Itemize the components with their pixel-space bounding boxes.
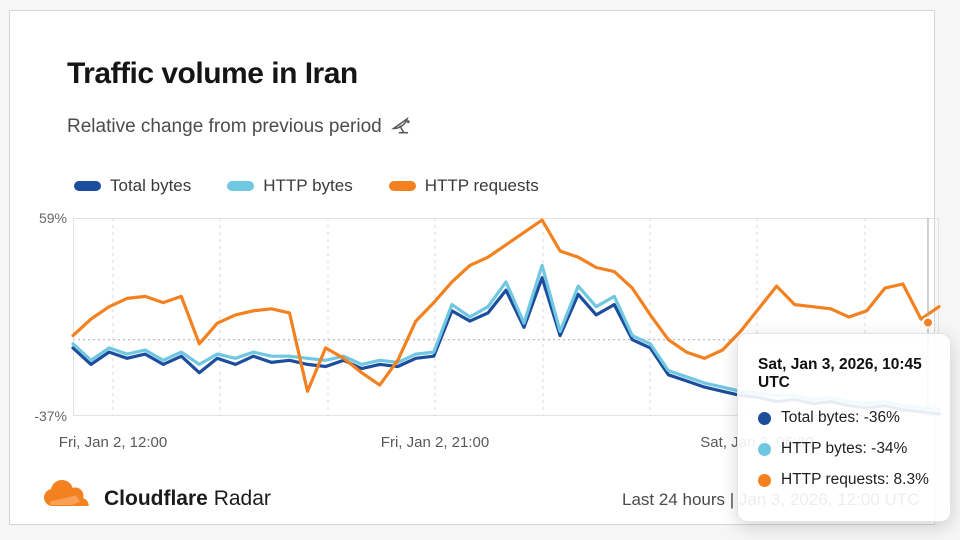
http-requests-dot-icon — [758, 473, 771, 487]
brand-bold: Cloudflare — [104, 486, 208, 510]
tooltip-timestamp: Sat, Jan 3, 2026, 10:45 UTC — [758, 356, 922, 391]
tooltip-value-total-bytes: Total bytes: -36% — [781, 409, 900, 426]
tooltip-row-total-bytes: Total bytes: -36% — [758, 409, 932, 427]
legend-label-http-bytes: HTTP bytes — [263, 176, 353, 195]
y-axis-min-label: -37% — [34, 408, 67, 424]
chart-legend: Total bytes HTTP bytes HTTP requests — [74, 176, 539, 196]
x-axis-tick-1: Fri, Jan 2, 12:00 — [58, 434, 168, 451]
legend-swatch-total-bytes — [74, 181, 101, 191]
page-title: Traffic volume in Iran — [67, 57, 358, 90]
range-text: Last 24 hours — [622, 490, 726, 509]
series-line-http-requests — [71, 218, 941, 393]
brand-text: Cloudflare Radar — [104, 487, 271, 511]
subtitle-text: Relative change from previous period — [67, 116, 382, 137]
legend-swatch-http-bytes — [227, 181, 255, 191]
hover-dot-icon — [922, 316, 934, 329]
legend-item-total-bytes[interactable]: Total bytes — [74, 176, 191, 196]
radar-chart-card: Traffic volume in Iran Relative change f… — [9, 10, 951, 525]
plot-border — [73, 218, 939, 416]
total-bytes-dot-icon — [758, 411, 771, 425]
chart-subtitle: Relative change from previous period — [67, 116, 412, 138]
chart-tooltip: Sat, Jan 3, 2026, 10:45 UTC Total bytes:… — [737, 333, 951, 522]
tooltip-row-http-requests: HTTP requests: 8.3% — [758, 471, 932, 489]
http-bytes-dot-icon — [758, 442, 771, 456]
tooltip-value-http-requests: HTTP requests: 8.3% — [781, 471, 929, 488]
cloudflare-logo-icon — [42, 479, 94, 518]
tooltip-value-http-bytes: HTTP bytes: -34% — [781, 440, 908, 457]
y-axis-max-label: 59% — [38, 210, 67, 226]
x-axis-tick-2: Fri, Jan 2, 21:00 — [380, 434, 490, 451]
legend-item-http-bytes[interactable]: HTTP bytes — [227, 176, 353, 196]
cloudflare-radar-link[interactable]: Cloudflare Radar — [42, 479, 271, 518]
tooltip-row-http-bytes: HTTP bytes: -34% — [758, 440, 932, 458]
legend-item-http-requests[interactable]: HTTP requests — [388, 176, 539, 196]
legend-swatch-http-requests — [388, 181, 416, 191]
brand-regular: Radar — [213, 486, 271, 510]
legend-label-http-requests: HTTP requests — [424, 176, 539, 195]
radar-dish-icon — [390, 116, 412, 138]
range-separator: | — [729, 490, 735, 509]
legend-label-total-bytes: Total bytes — [110, 176, 192, 195]
